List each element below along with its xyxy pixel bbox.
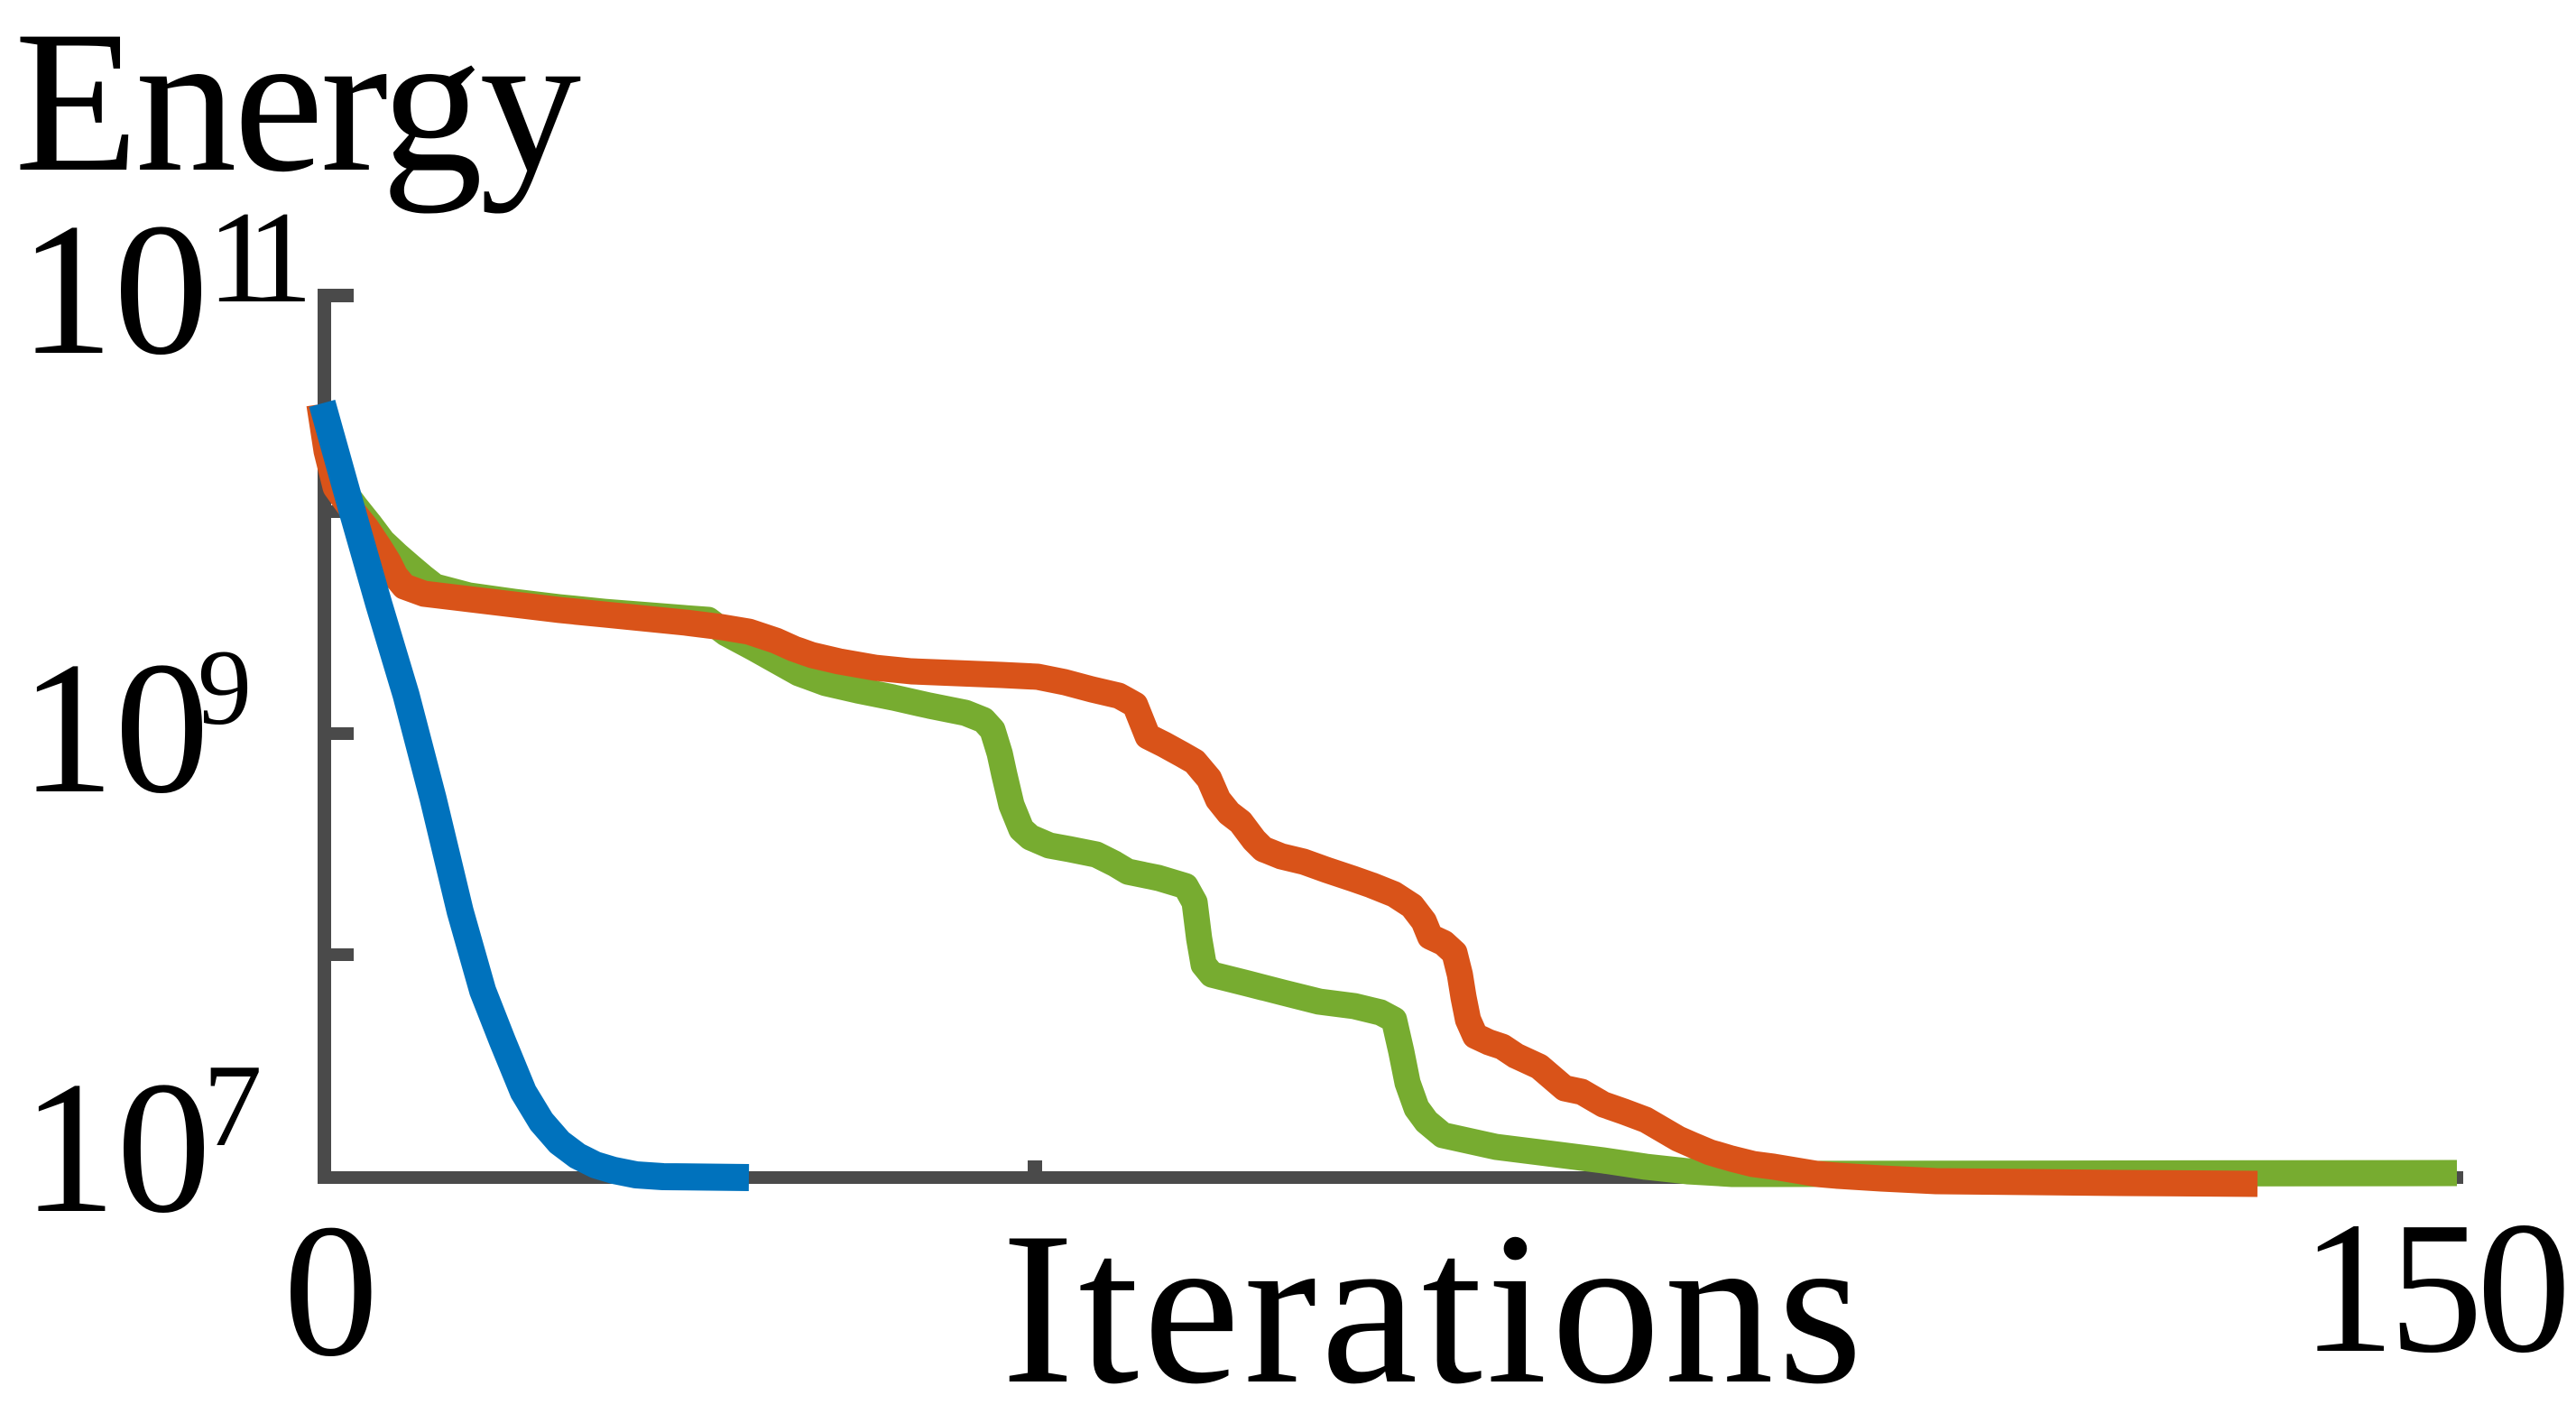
svg-text:9: 9: [198, 627, 252, 747]
svg-text:150: 150: [2301, 1184, 2565, 1392]
svg-text:Iterations: Iterations: [1002, 1187, 1867, 1423]
svg-text:7: 7: [203, 1040, 263, 1171]
svg-text:11: 11: [208, 184, 306, 330]
svg-text:0: 0: [283, 1185, 379, 1396]
svg-text:10: 10: [22, 1043, 211, 1252]
svg-text:Energy: Energy: [14, 0, 581, 214]
svg-text:10: 10: [20, 624, 209, 833]
svg-text:10: 10: [19, 185, 208, 394]
